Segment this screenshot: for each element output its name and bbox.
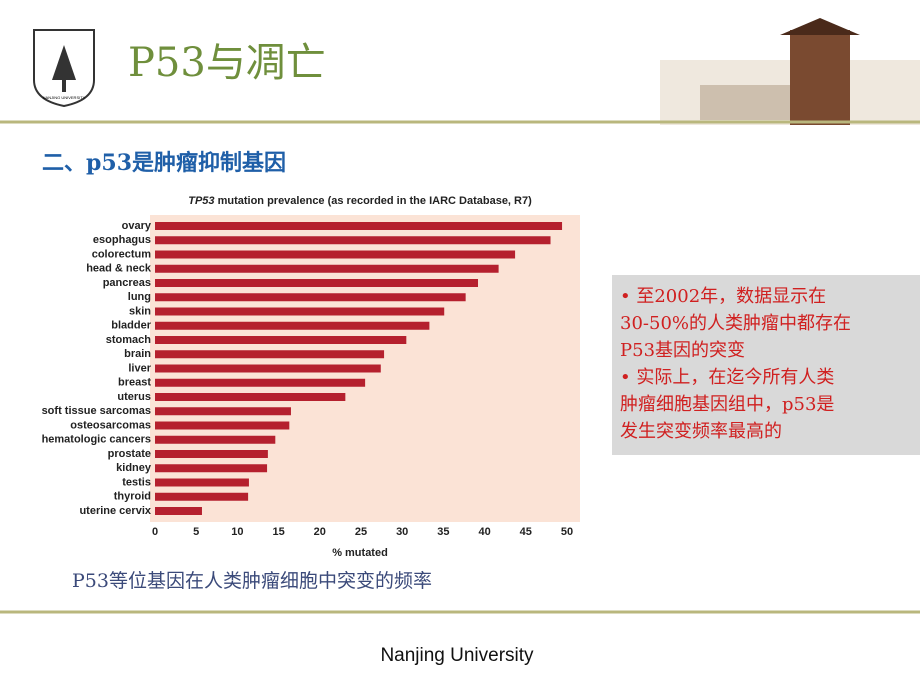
- logo: NANJING UNIVERSITY: [33, 29, 95, 108]
- y-tick-label: kidney: [116, 462, 152, 474]
- y-tick-label: osteosarcomas: [70, 419, 151, 431]
- y-tick-label: stomach: [106, 334, 152, 346]
- bar: [155, 407, 291, 416]
- y-tick-label: testis: [122, 476, 151, 488]
- bar: [155, 236, 551, 245]
- y-tick-label: uterine cervix: [79, 505, 151, 517]
- y-tick-label: hematologic cancers: [42, 434, 151, 446]
- note-line: P53基因的突变: [620, 340, 745, 361]
- x-tick-label: 10: [231, 526, 243, 538]
- logo-text: NANJING UNIVERSITY: [43, 95, 86, 100]
- x-tick-label: 0: [152, 526, 158, 538]
- x-axis-label: % mutated: [332, 547, 388, 559]
- x-tick-label: 30: [396, 526, 408, 538]
- bar: [155, 378, 366, 387]
- note-line: 肿瘤细胞基因组中，p53是: [620, 394, 834, 415]
- y-tick-label: brain: [124, 348, 151, 360]
- note-line: 发生突变频率最高的: [620, 421, 782, 442]
- footer: Nanjing University: [380, 645, 534, 666]
- bar: [155, 435, 276, 444]
- y-tick-label: head & neck: [86, 263, 152, 275]
- bar: [155, 507, 202, 515]
- bar: [155, 293, 466, 302]
- bar: [155, 264, 499, 273]
- bar: [155, 450, 268, 458]
- x-tick-label: 15: [272, 526, 284, 538]
- y-tick-label: esophagus: [93, 234, 151, 246]
- note-line: • 实际上，在迄今所有人类: [620, 367, 834, 388]
- note-box: [612, 275, 920, 455]
- subtitle: 二、p53是肿瘤抑制基因: [42, 150, 286, 176]
- bar: [155, 364, 381, 373]
- x-tick-label: 40: [478, 526, 490, 538]
- note-line: • 至2002年，数据显示在: [620, 286, 826, 307]
- note-line: 30-50%的人类肿瘤中都存在: [620, 313, 851, 334]
- chart-title: TP53 mutation prevalence (as recorded in…: [188, 195, 532, 207]
- bar: [155, 222, 563, 230]
- x-tick-label: 35: [437, 526, 449, 538]
- bar: [155, 492, 249, 501]
- note-lines: • 至2002年，数据显示在 30-50%的人类肿瘤中都存在 P53基因的突变 • 实…: [620, 286, 851, 442]
- y-tick-label: lung: [128, 291, 151, 303]
- y-tick-label: thyroid: [114, 491, 151, 503]
- bar: [155, 393, 346, 401]
- y-tick-label: ovary: [122, 220, 152, 232]
- bar: [155, 321, 430, 330]
- y-tick-label: bladder: [111, 320, 151, 332]
- bar: [155, 279, 479, 287]
- y-tick-label: pancreas: [103, 277, 151, 289]
- caption: P53等位基因在人类肿瘤细胞中突变的频率: [72, 570, 432, 592]
- y-tick-label: liver: [128, 362, 151, 374]
- bar: [155, 350, 385, 359]
- chart-title-italic: TP53: [188, 195, 214, 207]
- y-tick-label: breast: [118, 377, 151, 389]
- x-tick-label: 25: [355, 526, 367, 538]
- bar: [155, 464, 268, 473]
- slide-title: P53与凋亡: [128, 40, 326, 86]
- bar: [155, 250, 516, 259]
- y-tick-label: uterus: [117, 391, 151, 403]
- x-tick-label: 20: [314, 526, 326, 538]
- bar-chart: 0 5 10 15 20 25 30 35 40 45 50 ovary esophagus colore…: [42, 220, 574, 538]
- bar: [155, 336, 407, 344]
- y-tick-label: colorectum: [92, 248, 152, 260]
- y-tick-label: prostate: [108, 448, 151, 460]
- y-tick-label: skin: [129, 305, 151, 317]
- building-image: [660, 18, 920, 125]
- bar: [155, 478, 249, 487]
- y-tick-label: soft tissue sarcomas: [42, 405, 151, 417]
- x-tick-label: 5: [193, 526, 199, 538]
- bar: [155, 307, 445, 316]
- x-tick-label: 45: [520, 526, 532, 538]
- bar: [155, 421, 290, 430]
- chart-title-rest: mutation prevalence (as recorded in the …: [215, 195, 533, 207]
- x-tick-label: 50: [561, 526, 573, 538]
